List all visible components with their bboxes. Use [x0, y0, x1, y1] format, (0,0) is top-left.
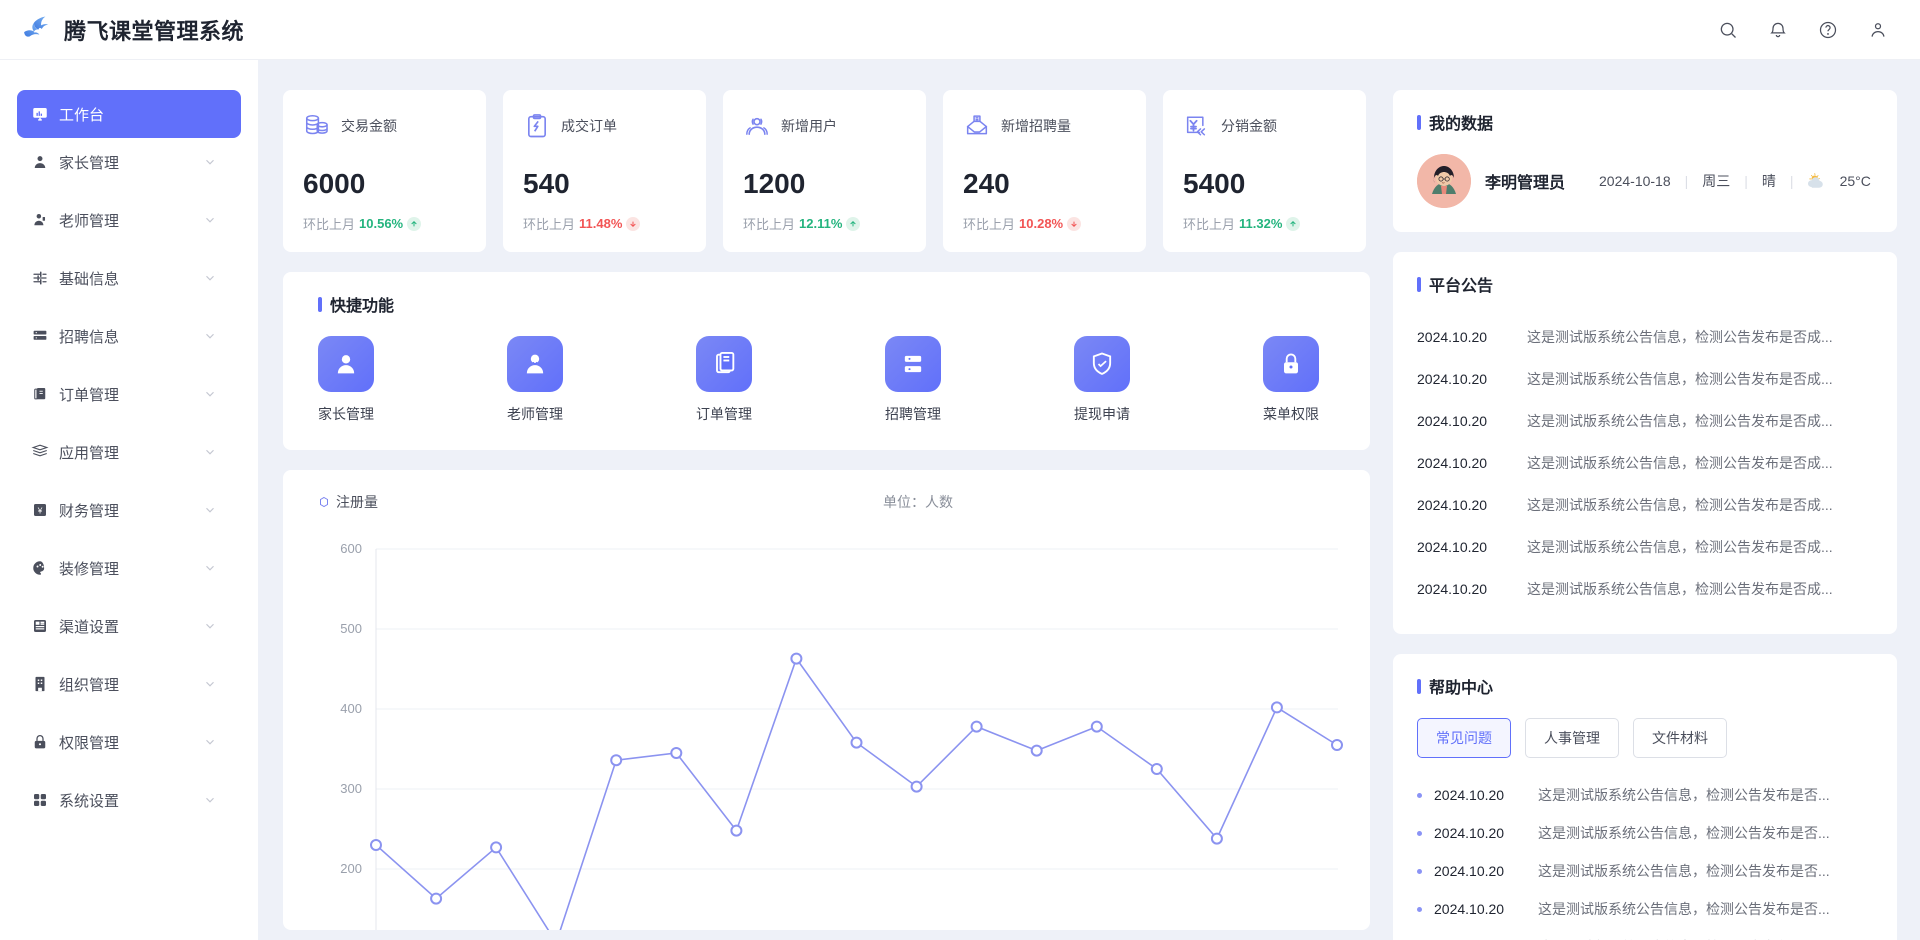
svg-text:200: 200 [340, 861, 362, 876]
svg-text:600: 600 [340, 541, 362, 556]
svg-text:500: 500 [340, 621, 362, 636]
svg-text:¥: ¥ [37, 506, 43, 515]
svg-text:400: 400 [340, 701, 362, 716]
svg-text:300: 300 [340, 781, 362, 796]
